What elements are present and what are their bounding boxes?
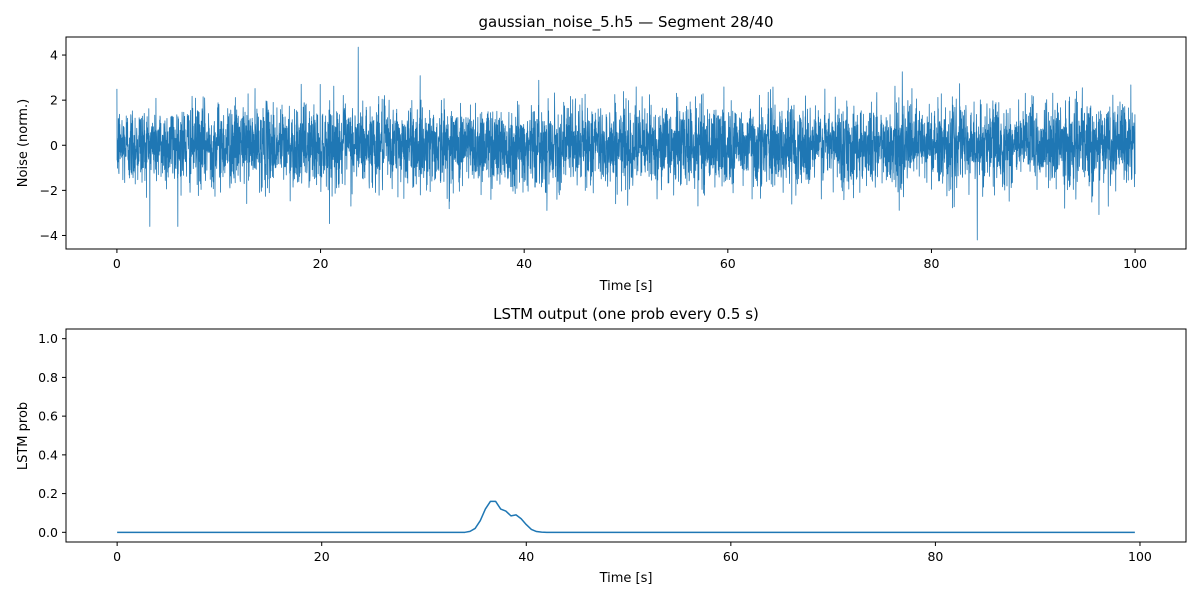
- y-tick-label: 0.2: [38, 486, 58, 501]
- x-tick-label: 80: [927, 549, 943, 564]
- y-tick-label: −2: [40, 183, 58, 198]
- x-tick-label: 60: [720, 256, 736, 271]
- x-tick-label: 40: [516, 256, 532, 271]
- noise-x-axis-label: Time [s]: [599, 279, 653, 294]
- noise-x-ticks: 0 20 40 60 80 100: [113, 249, 1147, 271]
- x-tick-label: 40: [518, 549, 534, 564]
- y-tick-label: 2: [50, 93, 58, 108]
- y-tick-label: 0: [50, 138, 58, 153]
- noise-chart-title: gaussian_noise_5.h5 — Segment 28/40: [478, 13, 773, 32]
- noise-y-axis-label: Noise (norm.): [16, 99, 31, 187]
- x-tick-label: 100: [1123, 256, 1147, 271]
- x-tick-label: 20: [314, 549, 330, 564]
- y-tick-label: 0.4: [38, 447, 58, 462]
- lstm-y-ticks: 0.0 0.2 0.4 0.6 0.8 1.0: [38, 331, 66, 540]
- noise-trace: [116, 46, 1136, 241]
- noise-series-line: [116, 46, 1136, 241]
- x-tick-label: 80: [924, 256, 940, 271]
- x-tick-label: 60: [723, 549, 739, 564]
- lstm-panel: LSTM output (one prob every 0.5 s) 0 20 40…: [16, 305, 1187, 586]
- x-tick-label: 100: [1128, 549, 1152, 564]
- y-tick-label: 0.0: [38, 525, 58, 540]
- lstm-axes-frame: [65, 328, 1187, 543]
- x-tick-label: 0: [113, 549, 121, 564]
- x-tick-label: 0: [113, 256, 121, 271]
- y-tick-label: 1.0: [38, 331, 58, 346]
- lstm-chart-title: LSTM output (one prob every 0.5 s): [493, 305, 759, 323]
- noise-y-ticks: −4 −2 0 2 4: [40, 48, 66, 243]
- lstm-x-ticks: 0 20 40 60 80 100: [113, 542, 1152, 564]
- lstm-x-axis-label: Time [s]: [599, 571, 653, 586]
- noise-axes-frame: [65, 36, 1187, 250]
- y-tick-label: −4: [40, 228, 58, 243]
- lstm-prob-trace: [117, 500, 1135, 534]
- lstm-plot-area: [66, 329, 1186, 542]
- x-tick-label: 20: [313, 256, 329, 271]
- lstm-series-line: [117, 500, 1135, 534]
- y-tick-label: 4: [50, 48, 58, 63]
- lstm-y-axis-label: LSTM prob: [16, 402, 31, 470]
- noise-panel: gaussian_noise_5.h5 — Segment 28/40 0 20 4…: [16, 13, 1187, 294]
- y-tick-label: 0.8: [38, 370, 58, 385]
- y-tick-label: 0.6: [38, 409, 58, 424]
